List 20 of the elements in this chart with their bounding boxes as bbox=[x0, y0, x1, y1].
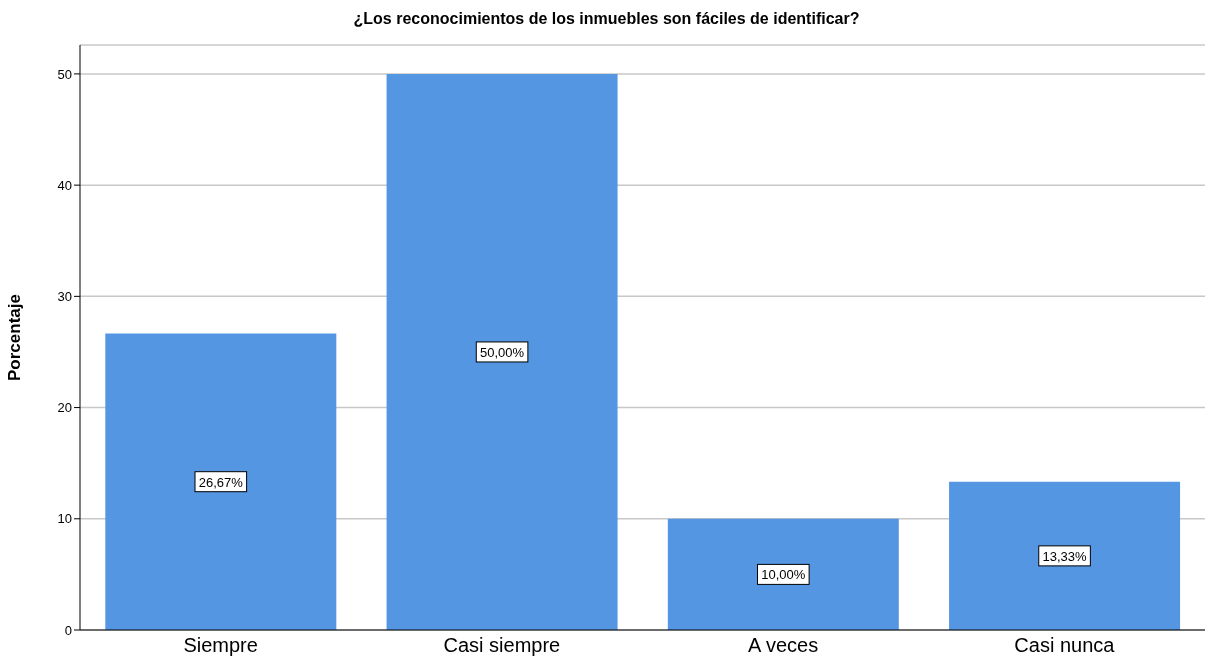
x-tick-label: Casi siempre bbox=[443, 634, 561, 657]
y-axis-title: Porcentaje bbox=[5, 294, 25, 381]
data-label: 26,67% bbox=[198, 474, 244, 490]
x-tick-label: Siempre bbox=[183, 634, 258, 657]
data-label: 50,00% bbox=[480, 344, 525, 360]
bar bbox=[667, 518, 899, 630]
bar bbox=[386, 73, 618, 630]
bar bbox=[949, 481, 1181, 630]
y-tick-label: 10 bbox=[57, 511, 72, 527]
y-tick-label: 50 bbox=[57, 66, 72, 82]
y-tick-label: 0 bbox=[64, 622, 72, 638]
chart-title: ¿Los reconocimientos de los inmuebles son fáciles de identificar? bbox=[352, 9, 861, 29]
y-tick-label: 30 bbox=[57, 288, 72, 304]
data-label: 13,33% bbox=[1042, 548, 1088, 564]
y-tick-label: 40 bbox=[57, 177, 72, 193]
data-label: 10,00% bbox=[761, 567, 806, 583]
bar bbox=[105, 333, 337, 630]
x-tick-label: A veces bbox=[748, 634, 819, 657]
y-tick-label: 20 bbox=[57, 400, 72, 416]
x-tick-label: Casi nunca bbox=[1014, 634, 1116, 657]
